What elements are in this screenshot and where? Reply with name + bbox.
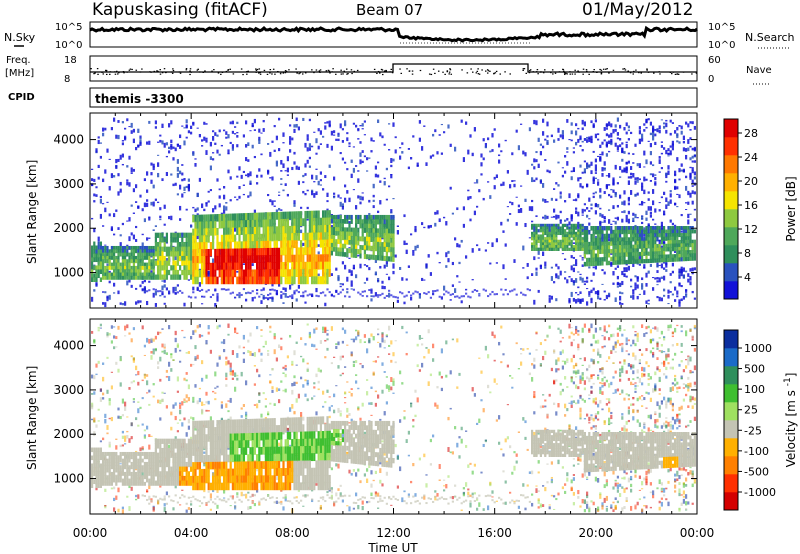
nsearch-label: N.Search [745, 31, 795, 44]
beam-title: Beam 07 [356, 1, 423, 19]
colorbar-tick-label: 100 [744, 383, 765, 396]
nave-trace [90, 63, 697, 73]
colorbar-tick-label: 28 [744, 127, 758, 140]
power-ylabel: Slant Range [km] [25, 160, 39, 264]
xtick-label: 20:00 [579, 526, 614, 540]
velocity-panel: 1000 2000 3000 4000 Slant Range [km] [25, 318, 698, 515]
nsky-panel: N.Sky 10^5 10^0 10^5 10^0 N.Search [4, 21, 795, 51]
ytick-label: 1000 [53, 472, 84, 486]
nsky-tick-bottom: 10^0 [55, 40, 82, 51]
power-colorbar-label: Power [dB] [784, 176, 798, 241]
xtick-label: 00:00 [680, 526, 715, 540]
ytick-label: 3000 [53, 177, 84, 191]
colorbar-tick-label: 25 [744, 404, 758, 417]
cpid-panel [89, 87, 698, 108]
freq-tick-top: 18 [64, 55, 77, 66]
velocity-colorbar-label-text: Velocity [m s [784, 390, 798, 467]
colorbar-tick-label: 16 [744, 199, 758, 212]
xtick-label: 08:00 [275, 526, 310, 540]
freq-tick-bottom: 8 [64, 74, 70, 85]
ytick-label: 2000 [53, 221, 84, 235]
nsearch-tick-top: 10^5 [708, 22, 735, 33]
nave-label: Nave [746, 65, 772, 76]
colorbar-tick-label: 4 [744, 271, 751, 284]
colorbar-tick-label: 8 [744, 247, 751, 260]
colorbar-tick-label: -25 [744, 424, 762, 437]
colorbar-tick-label: 20 [744, 175, 758, 188]
velocity-heatmap [91, 323, 696, 514]
xtick-label: 12:00 [376, 526, 411, 540]
colorbar-tick-label: 24 [744, 151, 758, 164]
cpid-value: themis -3300 [95, 92, 184, 106]
velocity-xaxis [89, 319, 698, 514]
power-colorbar: 4 8 12 16 20 24 28 Power [dB] [723, 118, 798, 300]
freq-label: Freq. [6, 55, 31, 66]
ytick-label: 4000 [53, 339, 84, 353]
power-xaxis [89, 113, 698, 308]
nsearch-tick-bottom: 10^0 [708, 40, 735, 51]
xtick-label: 04:00 [174, 526, 209, 540]
nave-tick-top: 60 [708, 55, 721, 66]
power-panel: 1000 2000 3000 4000 Slant Range [km] [25, 112, 698, 309]
ytick-label: 2000 [53, 427, 84, 441]
colorbar-tick-label: 1000 [744, 342, 772, 355]
colorbar-tick-label: -500 [744, 465, 769, 478]
cpid-label: CPID [8, 92, 35, 103]
xtick-label: 00:00 [73, 526, 108, 540]
colorbar-tick-label: -1000 [744, 486, 776, 499]
date-title: 01/May/2012 [582, 0, 694, 20]
nsky-trace [89, 25, 698, 43]
colorbar-tick-label: 12 [744, 223, 758, 236]
xtick-label: 16:00 [477, 526, 512, 540]
power-heatmap [91, 117, 696, 308]
colorbar-tick-label: -100 [744, 445, 769, 458]
nsky-label: N.Sky [4, 31, 36, 44]
ytick-label: 3000 [53, 383, 84, 397]
nave-tick-bottom: 0 [708, 74, 714, 85]
xaxis-label: Time UT [367, 541, 418, 554]
station-title: Kapuskasing (fitACF) [92, 0, 268, 20]
velocity-yaxis: 1000 2000 3000 4000 [53, 339, 697, 486]
velocity-colorbar-label: Velocity [m s -1] [783, 373, 798, 468]
ytick-label: 1000 [53, 266, 84, 280]
freq-unit: [MHz] [5, 68, 34, 79]
nsky-tick-top: 10^5 [55, 22, 82, 33]
freq-panel: Freq. [MHz] 18 8 60 0 Nave CPID [5, 55, 772, 103]
power-yaxis: 1000 2000 3000 4000 [53, 133, 697, 280]
velocity-colorbar: 1000 500 100 25 -25 -100 -500 -1000 Velocity [m… [723, 329, 798, 511]
ytick-label: 4000 [53, 133, 84, 147]
time-axis-labels: 00:00 04:00 08:00 12:00 16:00 20:00 00:00 [73, 526, 715, 540]
velocity-ylabel: Slant Range [km] [25, 366, 39, 470]
colorbar-tick-label: 500 [744, 363, 765, 376]
